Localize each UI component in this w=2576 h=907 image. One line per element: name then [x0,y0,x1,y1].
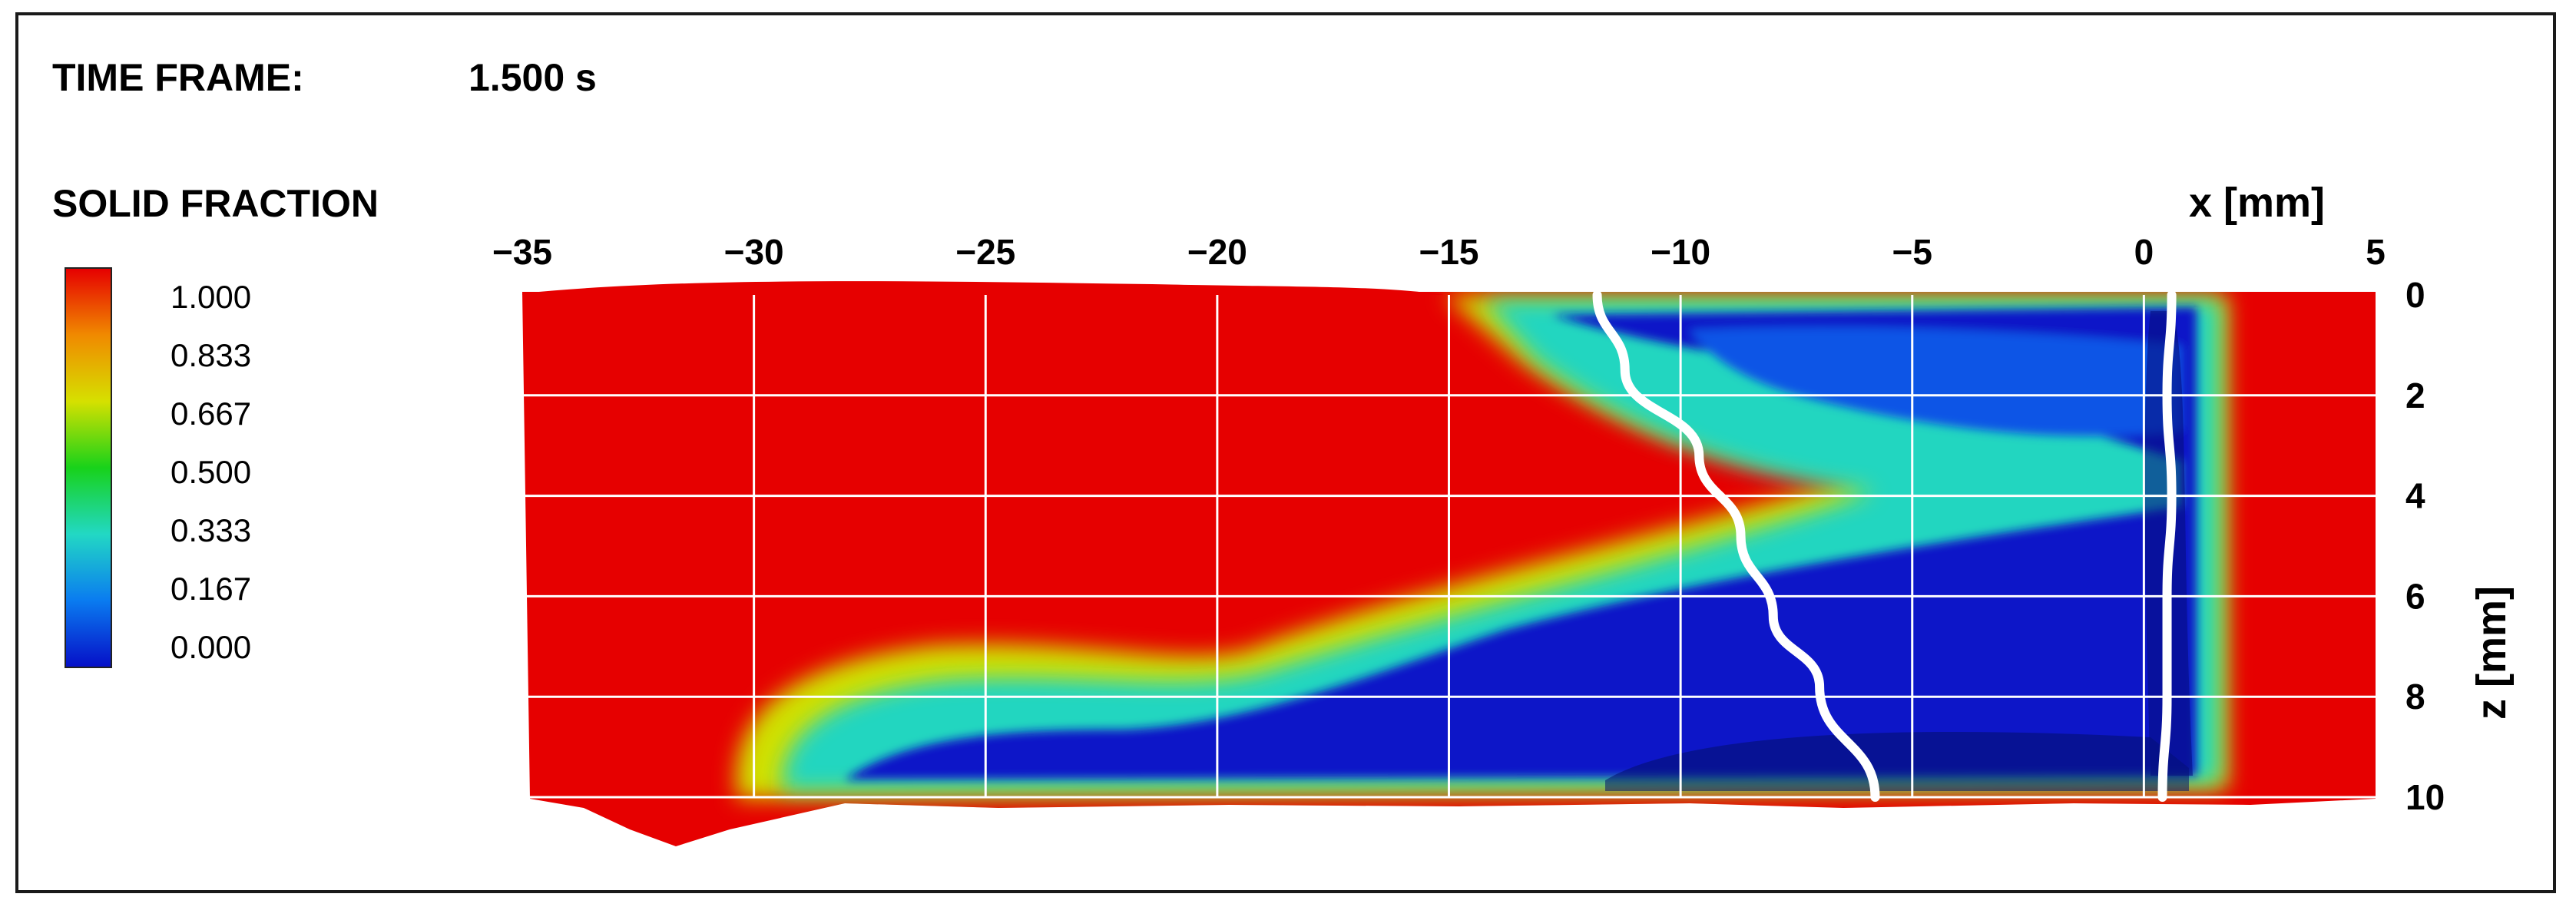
time-frame-label: TIME FRAME: [52,56,304,99]
x-tick-label: −25 [955,232,1015,272]
z-tick-label: 2 [2405,376,2425,415]
z-tick-label: 0 [2405,275,2425,315]
boundary-curves [1592,290,2177,802]
grid-lines [522,295,2376,799]
x-axis-label: x [mm] [2189,180,2325,226]
x-tick-label: −20 [1187,232,1247,272]
z-axis-label: z [mm] [2468,586,2515,720]
boundary-curve [1592,290,1880,802]
colorbar-tick: 0.500 [171,454,252,490]
solid-fraction-title: SOLID FRACTION [52,182,379,225]
x-tick-label: −30 [724,232,784,272]
colorbar-tick: 0.000 [171,629,252,665]
z-tick-label: 6 [2405,576,2425,616]
x-tick-label: −10 [1651,232,1710,272]
colorbar-tick: 0.833 [171,337,252,373]
solid-fraction-field [522,292,2376,846]
z-tick-label: 4 [2405,476,2425,516]
x-tick-label: −35 [492,232,552,272]
solid-fraction-colorbar [65,267,112,668]
x-tick-label: 0 [2134,232,2154,272]
dark-bottom-band [1605,731,2189,791]
boundary-curve [2157,290,2177,802]
z-tick-label: 10 [2405,777,2445,817]
z-tick-labels: 0 2 4 6 8 10 [2405,275,2445,817]
top-surface-bump [522,281,1444,295]
colorbar-tick: 0.167 [171,571,252,607]
x-tick-label: −15 [1419,232,1478,272]
colorbar-tick: 0.667 [171,396,252,432]
time-frame-value: 1.500 s [469,56,597,99]
melt-pool-liquid [845,307,2197,780]
x-tick-label: 5 [2366,232,2386,272]
z-tick-label: 8 [2405,677,2425,717]
colorbar-tick: 0.333 [171,512,252,548]
colorbar-tick: 1.000 [171,279,252,315]
x-tick-label: −5 [1892,232,1932,272]
x-tick-labels: −35 −30 −25 −20 −15 −10 −5 0 5 [492,232,2386,272]
